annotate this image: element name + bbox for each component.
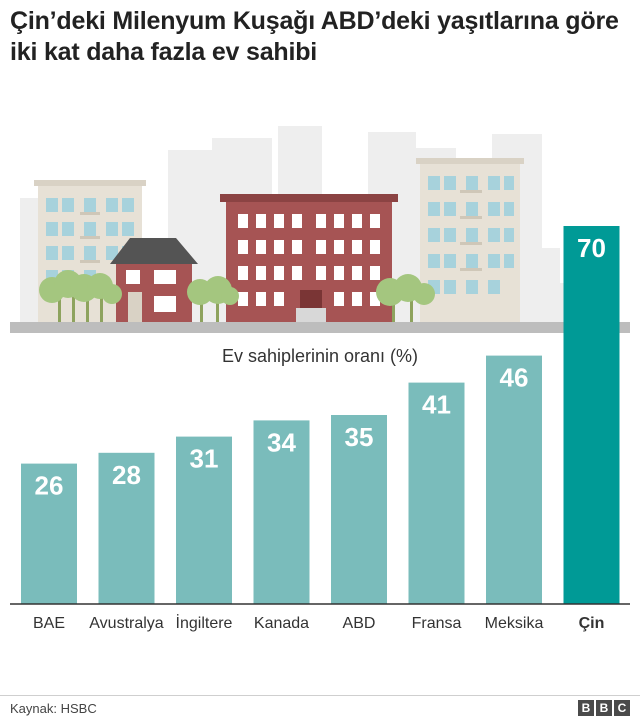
chart-title: Çin’deki Milenyum Kuşağı ABD’deki yaşıtl… [10,7,619,66]
bars-group: 26 28 31 34 35 41 46 70 [21,226,620,604]
bar-value-label: 35 [345,422,374,452]
trees-right-icon [376,274,435,324]
bar-2 [98,452,155,604]
category-label: İngiltere [176,613,233,632]
bar-value-label: 28 [112,460,141,490]
street-ground [10,322,630,333]
bar-3 [176,436,232,604]
category-label: Meksika [485,615,544,632]
chart-subtitle: Ev sahiplerinin oranı (%) [222,346,418,366]
trees-left-icon [39,270,122,324]
bar-7 [486,355,542,604]
category-label: Kanada [254,615,309,632]
bar-5 [331,415,387,604]
bar-6 [408,382,465,604]
bar-chart: Ev sahiplerinin oranı (%) 26 28 31 34 35 41 46… [10,226,630,632]
bbc-logo-letter: B [578,700,594,716]
source-note: Kaynak: HSBC [10,701,97,716]
bar-value-label: 34 [267,427,296,457]
footer-divider [0,695,640,696]
category-label: BAE [33,615,65,632]
bbc-logo: B B C [578,700,630,716]
bar-8 [563,226,620,604]
bar-value-label: 46 [500,363,529,393]
apartment-building-right-icon [416,158,524,324]
category-label: Çin [579,615,605,632]
bar-4 [253,420,310,604]
bbc-logo-letter: C [614,700,630,716]
bar-value-label: 31 [190,444,219,474]
trees-middle-icon [187,276,239,324]
brick-building-icon [220,194,398,324]
bar-value-label: 26 [35,471,64,501]
red-house-icon [110,238,198,324]
category-label: Fransa [412,615,462,632]
category-label: ABD [343,615,376,632]
cityscape-illustration [10,126,630,333]
bar-1 [21,463,77,604]
bar-value-label: 70 [577,233,606,263]
bar-value-label: 41 [422,390,451,420]
category-labels-group: BAE Avustralya İngiltere Kanada ABD Fransa Mek… [33,613,604,632]
category-label: Avustralya [89,615,164,632]
bbc-logo-letter: B [596,700,612,716]
